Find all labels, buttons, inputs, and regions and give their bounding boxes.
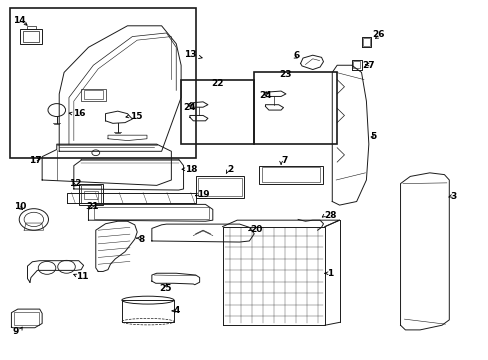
Text: 10: 10 (14, 202, 27, 211)
Bar (261, 167, 320, 182)
Text: 2: 2 (227, 166, 233, 175)
Text: 3: 3 (449, 192, 456, 201)
Bar (259, 166, 322, 184)
Text: 24: 24 (259, 91, 271, 100)
Text: 17: 17 (29, 156, 41, 165)
Text: 28: 28 (324, 211, 336, 220)
Bar (23, 31, 39, 42)
Bar (10, 8, 195, 158)
Text: 15: 15 (130, 112, 142, 121)
Text: 19: 19 (197, 190, 209, 199)
Bar (81, 185, 101, 203)
Bar (81, 89, 105, 101)
Text: 24: 24 (183, 103, 196, 112)
Bar (79, 184, 103, 205)
Text: 22: 22 (211, 79, 224, 88)
Bar (195, 176, 244, 198)
Text: 14: 14 (13, 16, 25, 25)
Text: 20: 20 (250, 225, 262, 234)
Text: 27: 27 (362, 61, 374, 70)
Text: 18: 18 (184, 165, 197, 174)
Text: 8: 8 (138, 235, 144, 244)
Text: 23: 23 (279, 70, 292, 79)
Text: 4: 4 (173, 306, 180, 315)
Bar (14, 312, 39, 325)
Bar (352, 61, 359, 68)
Text: 9: 9 (13, 327, 19, 336)
Text: 6: 6 (293, 51, 299, 60)
Bar (254, 72, 336, 144)
Text: 16: 16 (73, 109, 85, 118)
Text: 11: 11 (76, 272, 89, 281)
Text: 1: 1 (326, 269, 332, 278)
Bar (20, 30, 42, 44)
Bar (83, 90, 103, 99)
Text: 13: 13 (183, 50, 202, 59)
Bar (181, 80, 254, 144)
Bar (198, 178, 242, 196)
Bar (94, 207, 209, 219)
Text: 25: 25 (159, 284, 171, 293)
Bar (362, 39, 369, 45)
Text: 26: 26 (371, 30, 384, 39)
Bar (83, 191, 98, 199)
Text: 12: 12 (69, 179, 81, 188)
Text: 7: 7 (281, 156, 287, 165)
Text: 5: 5 (369, 132, 376, 141)
Text: 21: 21 (86, 202, 98, 211)
